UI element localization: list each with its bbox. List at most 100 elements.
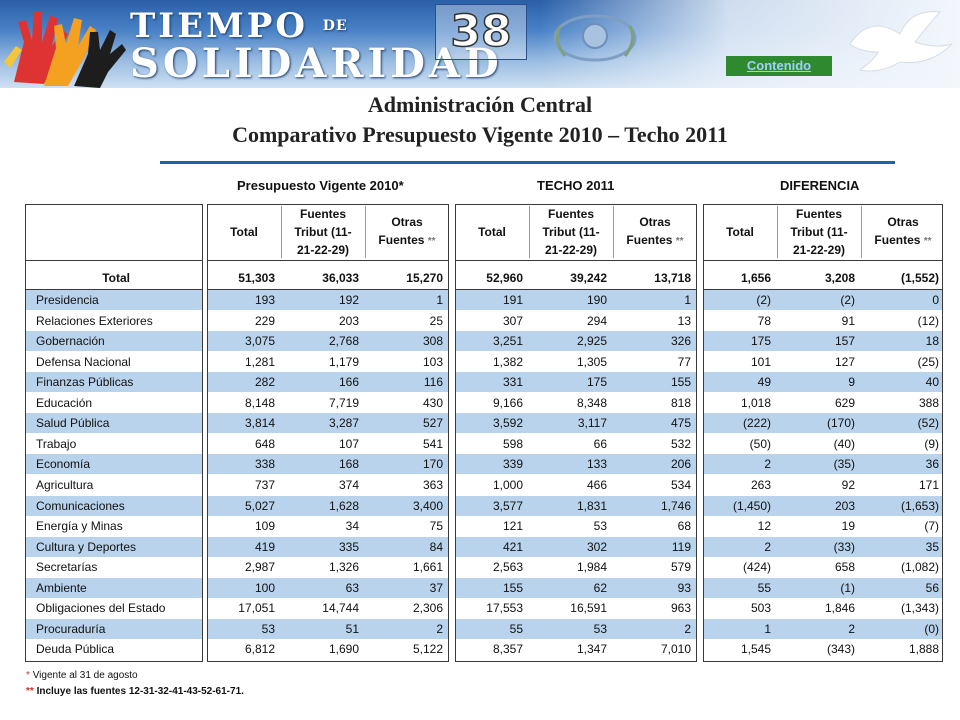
row-label: Finanzas Públicas — [36, 375, 134, 389]
row-band — [26, 537, 202, 557]
row-value: 53 — [593, 622, 607, 636]
column-header-label: Tribut (11- — [294, 225, 352, 239]
row-value: (35) — [833, 457, 855, 471]
row-label: Defensa Nacional — [36, 355, 131, 369]
row-value: 307 — [502, 314, 523, 328]
column-header: Total — [207, 206, 281, 258]
row-value: 121 — [502, 519, 523, 533]
row-value: 541 — [422, 437, 443, 451]
row-value: 2,768 — [328, 334, 359, 348]
row-band — [208, 578, 448, 598]
row-value: 579 — [670, 560, 691, 574]
contenido-link[interactable]: Contenido — [726, 56, 832, 76]
column-header: Fuentes Tribut (11- 21-22-29) — [281, 206, 365, 258]
row-value: 51 — [345, 622, 359, 636]
row-band — [456, 619, 696, 639]
row-value: 12 — [757, 519, 771, 533]
row-value: 335 — [338, 540, 359, 554]
column-divider — [529, 206, 530, 258]
header-divider — [455, 260, 697, 261]
page-title: Administración Central — [367, 92, 593, 117]
row-value: 532 — [670, 437, 691, 451]
row-value: 55 — [757, 581, 771, 595]
group-header-techo: TECHO 2011 — [537, 178, 615, 193]
row-value: 119 — [671, 540, 691, 554]
row-value: (1,343) — [900, 601, 939, 615]
row-value: 6,812 — [244, 642, 275, 656]
row-value: 503 — [750, 601, 771, 615]
row-value: 175 — [586, 375, 607, 389]
row-value: 16,591 — [570, 601, 607, 615]
row-band — [208, 619, 448, 639]
row-value: 49 — [757, 375, 771, 389]
footnote-vigente: * Vigente al 31 de agosto — [26, 670, 138, 681]
row-value: 302 — [586, 540, 607, 554]
row-band — [208, 331, 448, 351]
row-value: 5,027 — [244, 499, 275, 513]
row-value: (1,082) — [900, 560, 939, 574]
footnote-asterisk: ** — [26, 686, 34, 697]
header-divider — [25, 260, 203, 261]
row-label: Economía — [36, 457, 91, 471]
column-divider — [613, 206, 614, 258]
row-value: 93 — [677, 581, 691, 595]
column-header-label: Total — [726, 225, 754, 239]
row-value: 19 — [841, 519, 855, 533]
row-label: Ambiente — [36, 581, 87, 595]
header-divider — [703, 260, 943, 261]
row-value: 53 — [261, 622, 275, 636]
row-value: 75 — [429, 519, 443, 533]
row-value: 2,987 — [244, 560, 275, 574]
logo-line2: SOLIDARIDAD — [130, 40, 503, 87]
page-number: 38 — [450, 5, 513, 58]
row-value: 374 — [338, 478, 359, 492]
row-value: (1) — [840, 581, 855, 595]
row-value: 101 — [750, 355, 771, 369]
row-value: 55 — [509, 622, 523, 636]
row-value: 68 — [677, 519, 691, 533]
page-number-box: 38 — [435, 4, 527, 60]
row-label: Gobernación — [36, 334, 105, 348]
row-value: 648 — [254, 437, 275, 451]
row-value: (343) — [826, 642, 855, 656]
row-value: 1,690 — [328, 642, 359, 656]
row-value: 2 — [684, 622, 691, 636]
row-value: 35 — [925, 540, 939, 554]
row-value: 419 — [254, 540, 275, 554]
row-value: 13 — [677, 314, 691, 328]
header-divider — [207, 260, 449, 261]
row-value: 598 — [502, 437, 523, 451]
hands-logo-icon — [4, 12, 126, 88]
row-value: 1,831 — [576, 499, 607, 513]
row-value: (25) — [917, 355, 939, 369]
row-value: 109 — [254, 519, 275, 533]
column-header: Fuentes Tribut (11- 21-22-29) — [529, 206, 613, 258]
row-value: (33) — [833, 540, 855, 554]
row-value: 308 — [422, 334, 443, 348]
row-value: (50) — [749, 437, 771, 451]
row-value: 1,545 — [740, 642, 771, 656]
row-value: 527 — [422, 416, 443, 430]
row-value: 17,553 — [486, 601, 523, 615]
row-label: Salud Pública — [36, 416, 110, 430]
row-value: 91 — [841, 314, 855, 328]
row-value: 1,347 — [576, 642, 607, 656]
row-value: 5,122 — [412, 642, 443, 656]
group-header-diferencia: DIFERENCIA — [780, 178, 860, 193]
row-value: 430 — [422, 396, 443, 410]
row-value: 331 — [502, 375, 523, 389]
row-label: Deuda Pública — [36, 642, 115, 656]
row-value: 2,925 — [576, 334, 607, 348]
row-value: 475 — [670, 416, 691, 430]
row-label: Procuraduría — [36, 622, 106, 636]
row-band — [26, 578, 202, 598]
row-value: 63 — [345, 581, 359, 595]
row-band — [704, 413, 942, 433]
row-band — [26, 372, 202, 392]
column-header: Otras Fuentes ** — [861, 206, 945, 258]
row-band — [208, 496, 448, 516]
row-value: (40) — [833, 437, 855, 451]
row-band — [456, 454, 696, 474]
column-divider — [861, 206, 862, 258]
column-header: Fuentes Tribut (11- 21-22-29) — [777, 206, 861, 258]
